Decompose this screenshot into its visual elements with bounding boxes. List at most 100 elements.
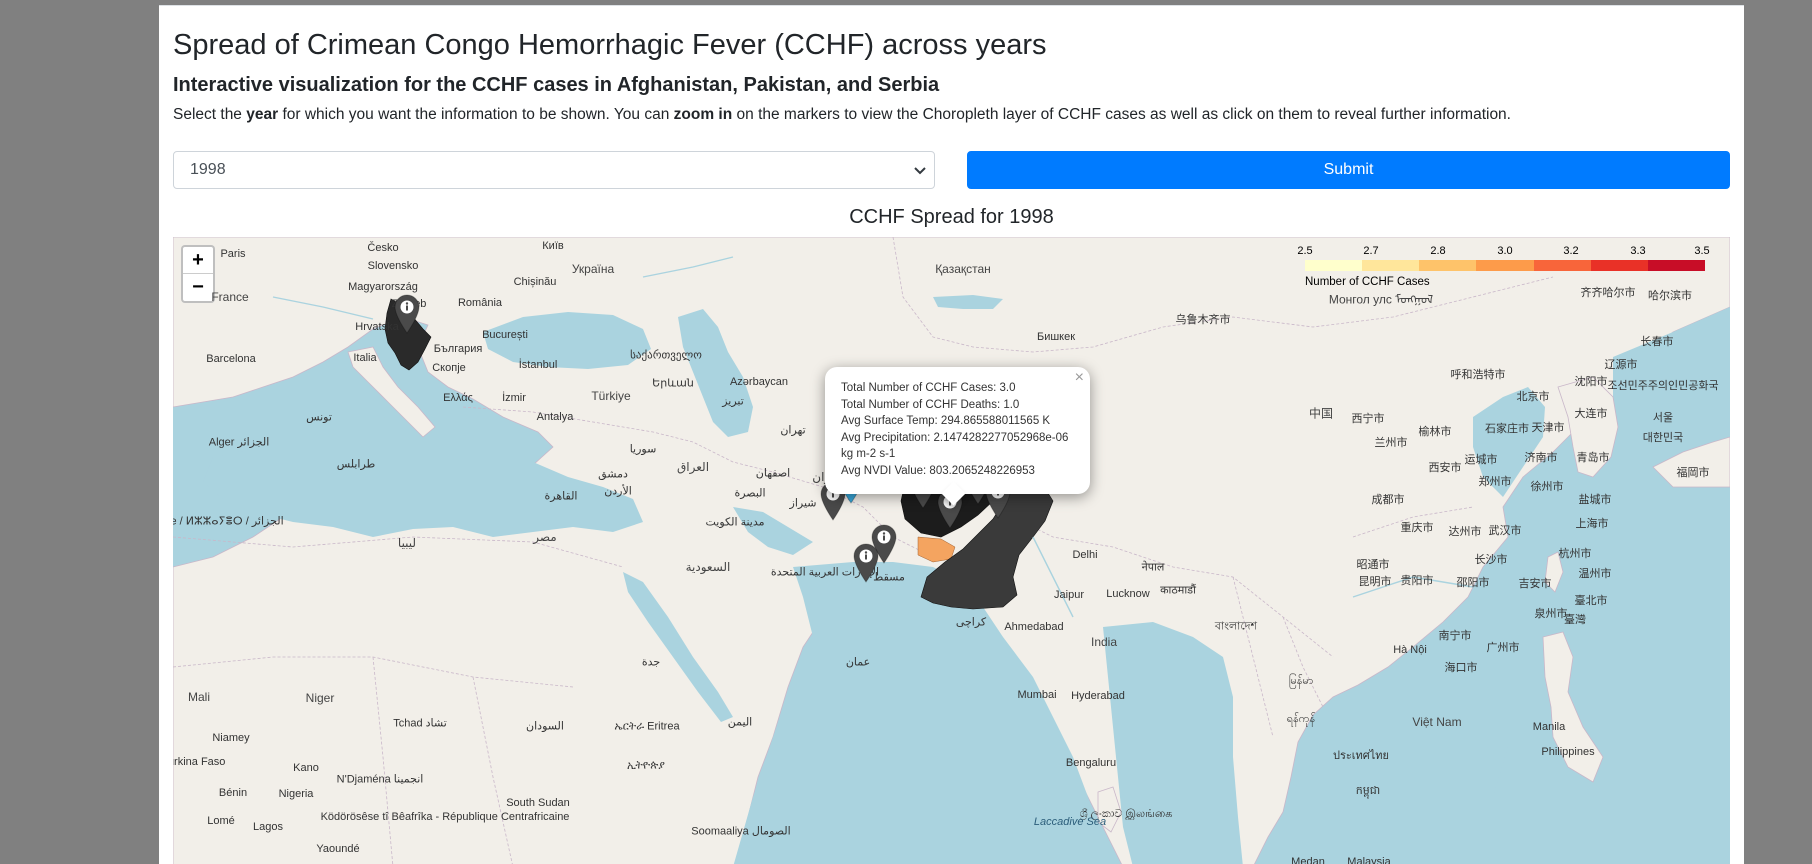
black-sea: [483, 312, 651, 369]
zoom-control: + −: [181, 245, 215, 303]
map-label: 齐齐哈尔市: [1580, 287, 1636, 299]
map-label: Italia: [353, 352, 377, 364]
submit-button[interactable]: Submit: [967, 151, 1730, 189]
map-label: 哈尔滨市: [1648, 290, 1692, 302]
map-label: ኤርትራ Eritrea: [614, 720, 680, 733]
map-label: 中国: [1308, 406, 1334, 421]
map-view[interactable]: + − 2.5 2.7 2.8 3.0 3.2 3.3 3.5 Number o…: [173, 237, 1730, 864]
map-label: Ködörösêse tî Bêafrîka - République Cent…: [320, 811, 570, 823]
map-label: İstanbul: [518, 359, 558, 371]
map-label: Medan: [1291, 856, 1325, 864]
map-label: ኢትዮጵያ: [627, 759, 665, 772]
map-label: البصرة: [734, 487, 766, 500]
legend-swatch: [1362, 260, 1420, 271]
map-label: الإمارات العربية المتحدة: [770, 566, 880, 579]
popup-precip: Avg Precipitation: 2.1474282277052968e-0…: [841, 431, 1069, 444]
map-label: काठमाडौं: [1160, 584, 1196, 597]
map-label: 长春市: [1640, 336, 1674, 348]
lake-balkhash: [933, 295, 1003, 309]
map-basemap[interactable]: [173, 237, 1730, 864]
map-label: 济南市: [1524, 452, 1558, 464]
info-icon: [394, 294, 420, 334]
map-label: عمان: [845, 656, 871, 669]
map-label: 郑州市: [1478, 476, 1512, 488]
map-label: ရန်ကုန်: [1286, 713, 1316, 725]
legend-ticks: 2.5 2.7 2.8 3.0 3.2 3.3 3.5: [1297, 245, 1709, 259]
map-label: Hyderabad: [1071, 690, 1125, 702]
map-label: Ahmedabad: [1004, 621, 1064, 633]
sea-of-japan: [1613, 307, 1730, 477]
instructions-text-1: Select the: [173, 106, 247, 123]
map-label: İzmir: [502, 392, 526, 404]
map-label: 武汉市: [1488, 525, 1522, 537]
instructions-text-2: for which you want the information to be…: [278, 106, 674, 123]
info-popup: Total Number of CCHF Cases: 3.0 Total Nu…: [825, 367, 1090, 506]
map-label: București: [482, 329, 528, 341]
map-label: 西宁市: [1351, 413, 1385, 425]
map-label: Lomé: [207, 815, 235, 827]
instructions-bold-year: year: [246, 106, 279, 123]
map-label: 榆林市: [1418, 426, 1452, 438]
page-container: Spread of Crimean Congo Hemorrhagic Feve…: [159, 5, 1744, 864]
map-label: Қазақстан: [935, 262, 991, 276]
red-sea: [623, 572, 733, 722]
map-label: नेपाल: [1141, 561, 1165, 574]
map-label: 广州市: [1486, 642, 1520, 654]
map-title: CCHF Spread for 1998: [849, 206, 1054, 228]
map-label: Скопје: [432, 362, 466, 374]
map-label: 昆明市: [1358, 576, 1392, 588]
map-label: 沈阳市: [1574, 376, 1608, 388]
map-label: 南宁市: [1438, 630, 1472, 642]
map-label: Burkina Faso: [173, 756, 226, 768]
legend-tick: 2.5: [1297, 245, 1313, 257]
map-label: Paris: [220, 248, 246, 260]
map-label: 臺灣: [1564, 614, 1586, 626]
map-label: 海口市: [1444, 662, 1478, 674]
popup-precip-unit: kg m-2 s-1: [841, 448, 896, 460]
map-marker[interactable]: [851, 541, 881, 583]
map-marker[interactable]: [392, 292, 422, 334]
map-label: 石家庄市: [1485, 423, 1529, 435]
map-label: Mumbai: [1017, 689, 1057, 701]
map-label: 福岡市: [1676, 467, 1710, 479]
map-label: 呼和浩特市: [1450, 369, 1506, 381]
map-label: Київ: [542, 240, 564, 252]
map-label: မြန်မာ: [1288, 675, 1314, 687]
south-china-sea: [1303, 642, 1508, 864]
map-label: Antalya: [536, 411, 574, 423]
map-label: South Sudan: [506, 797, 570, 809]
map-label: Soomaaliya الصومال: [691, 825, 791, 838]
popup-ndvi: Avg NVDI Value: 803.2065248226953: [841, 464, 1035, 477]
map-label: 达州市: [1448, 526, 1482, 538]
map-label: تبریز: [722, 395, 744, 408]
map-label: 徐州市: [1530, 481, 1564, 493]
map-label: 成都市: [1371, 494, 1405, 506]
bay-of-bengal: [1103, 622, 1243, 864]
map-label: اليمن: [727, 716, 753, 729]
map-label: Chișinău: [513, 276, 557, 288]
map-label: مسقط: [873, 571, 905, 584]
map-label: 大连市: [1574, 408, 1608, 420]
map-label: Alger الجزائر: [208, 436, 270, 449]
popup-close-button[interactable]: ×: [1074, 369, 1084, 386]
map-label: Монгол улс ᠮᠣᠩᠭᠣᠯ: [1328, 292, 1434, 307]
map-label: বাংলাদেশ: [1214, 620, 1258, 633]
map-label: Laccadive Sea: [1033, 816, 1107, 828]
map-label: Azərbaycan: [729, 376, 789, 388]
top-divider: [159, 5, 1744, 6]
map-label: 昭通市: [1356, 559, 1390, 571]
map-label: Երևան: [652, 377, 694, 390]
map-label: Jaipur: [1054, 589, 1084, 601]
legend-swatch: [1305, 260, 1363, 271]
map-label: 乌鲁木齐市: [1175, 314, 1231, 326]
map-label: 西安市: [1428, 462, 1462, 474]
map-label: България: [433, 343, 483, 355]
instructions: Select the year for which you want the i…: [173, 106, 1511, 124]
year-select[interactable]: 1998: [173, 151, 935, 189]
map-label: اصفهان: [755, 467, 791, 480]
instructions-bold-zoom: zoom in: [673, 106, 733, 123]
map-label: Nigeria: [278, 788, 314, 800]
zoom-in-button[interactable]: +: [183, 247, 213, 274]
map-label: საქართველო: [630, 349, 702, 362]
zoom-out-button[interactable]: −: [192, 276, 204, 298]
